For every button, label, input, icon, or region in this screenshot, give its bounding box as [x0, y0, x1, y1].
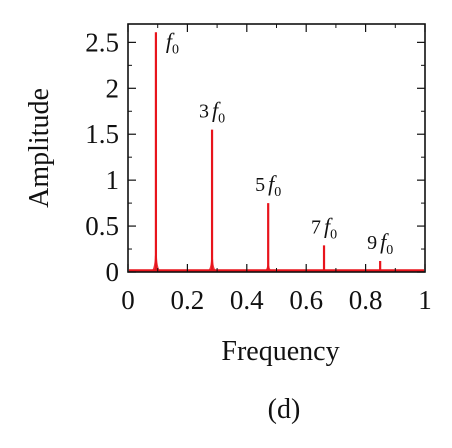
y-tick-label: 2 — [106, 73, 120, 103]
harmonic-label: 9 f0 — [367, 229, 393, 258]
y-tick-label: 1 — [106, 165, 120, 195]
x-tick-label: 1 — [418, 285, 432, 315]
y-tick-label: 1.5 — [85, 119, 119, 149]
plot-area: f0 3 f0 5 f0 7 f0 9 f0 — [129, 28, 424, 272]
y-axis-title: Amplitude — [24, 88, 55, 208]
harmonic-label: 5 f0 — [255, 171, 281, 200]
y-tick-label: 0 — [106, 257, 120, 287]
harmonic-label: 3 f0 — [199, 98, 225, 127]
y-tick-label: 0.5 — [85, 211, 119, 241]
x-tick-label: 0.8 — [349, 285, 383, 315]
harmonic-label: 7 f0 — [311, 213, 337, 242]
harmonic-label: f0 — [166, 28, 179, 57]
x-tick-label: 0 — [121, 285, 135, 315]
x-tick-label: 0.4 — [230, 285, 264, 315]
x-axis-title: Frequency — [221, 336, 339, 367]
axes: 0 0.5 1 1.5 2 2.5 0 0.2 0.4 0.6 0.8 1 — [85, 23, 432, 315]
y-tick-label: 2.5 — [85, 27, 119, 57]
panel-label: (d) — [268, 394, 301, 425]
x-tick-label: 0.6 — [289, 285, 323, 315]
x-tick-label: 0.2 — [171, 285, 205, 315]
